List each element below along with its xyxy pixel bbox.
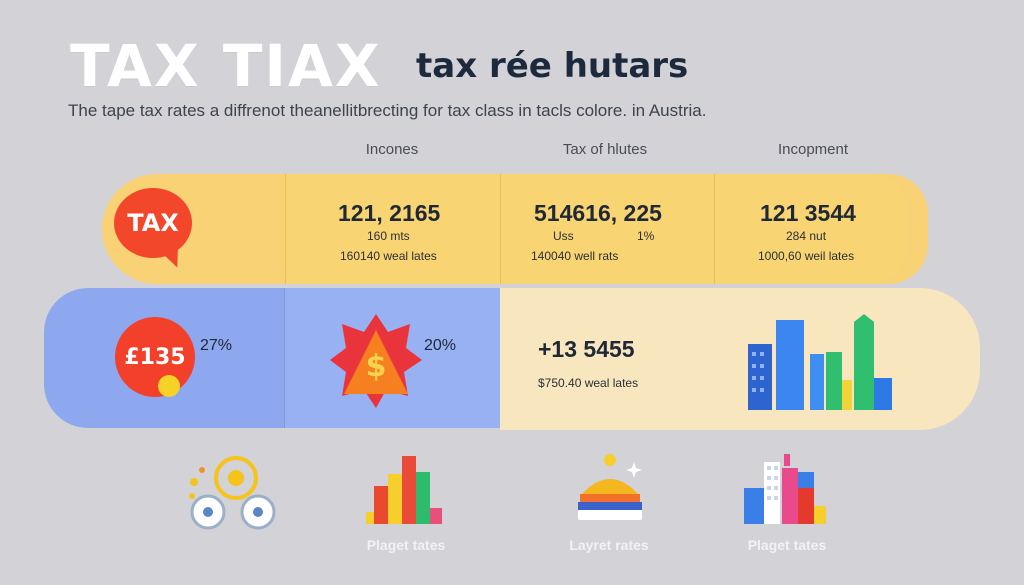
- page-title: TAX TIAX: [70, 32, 382, 100]
- incopment-unit: 284 nut: [786, 229, 827, 243]
- tax-row-cell-2: [500, 174, 715, 284]
- tax-caption: 140040 well rats: [531, 249, 619, 263]
- income-caption: 160140 weal lates: [340, 249, 437, 263]
- dollar-burst-icon: $: [330, 314, 422, 408]
- burst-percent: 20%: [424, 337, 457, 354]
- pound-circle-icon: £135: [115, 317, 195, 397]
- pound-percent: 27%: [200, 337, 233, 354]
- tax-row-cell-1: [285, 174, 501, 284]
- gears-icon: [189, 456, 276, 530]
- tax-unit: Uss: [553, 229, 574, 243]
- bottom-label-2: Layret rates: [569, 537, 649, 553]
- coin-icon: [158, 375, 180, 397]
- tax-badge-label: TAX: [127, 209, 179, 237]
- tax-value: 514616, 225: [534, 200, 662, 226]
- pound-badge-label: £135: [124, 344, 186, 370]
- incopment-value: 121 3544: [760, 200, 856, 226]
- incopment-caption: 1000,60 weil lates: [758, 249, 855, 263]
- stack-icon: [578, 454, 642, 520]
- dollar-symbol: $: [366, 349, 387, 384]
- column-header-incopment: Incopment: [777, 141, 849, 158]
- bottom-label-3: Plaget tates: [747, 537, 827, 553]
- tax-percent: 1%: [637, 229, 655, 243]
- page-subheading: tax rée hutars: [416, 46, 689, 86]
- summary-value: +13 5455: [538, 336, 635, 362]
- summary-caption: $750.40 weal lates: [538, 376, 639, 390]
- income-value: 121, 2165: [338, 200, 441, 226]
- bar-chart-icon: [748, 314, 892, 410]
- tax-speech-bubble-icon: TAX: [114, 188, 192, 258]
- bar-chart-icon: [366, 456, 442, 524]
- column-header-incomes: Incones: [365, 141, 419, 158]
- summary-band: [500, 288, 980, 430]
- city-chart-icon: [744, 454, 826, 524]
- tax-row-cell-3: [714, 174, 907, 284]
- page-description: The tape tax rates a diffrenot theanelli…: [68, 101, 707, 120]
- column-header-tax: Tax of hlutes: [562, 141, 648, 158]
- income-unit: 160 mts: [367, 229, 410, 243]
- bottom-label-1: Plaget tates: [366, 537, 446, 553]
